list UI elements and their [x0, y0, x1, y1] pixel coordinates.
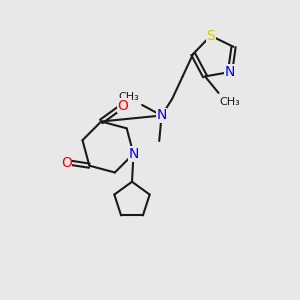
Text: O: O — [117, 99, 128, 112]
Text: N: N — [128, 147, 139, 161]
Text: O: O — [61, 156, 72, 170]
Text: N: N — [156, 109, 167, 122]
Text: N: N — [225, 65, 235, 79]
Text: CH₃: CH₃ — [118, 92, 139, 102]
Text: CH₃: CH₃ — [219, 97, 240, 106]
Text: S: S — [206, 29, 215, 43]
